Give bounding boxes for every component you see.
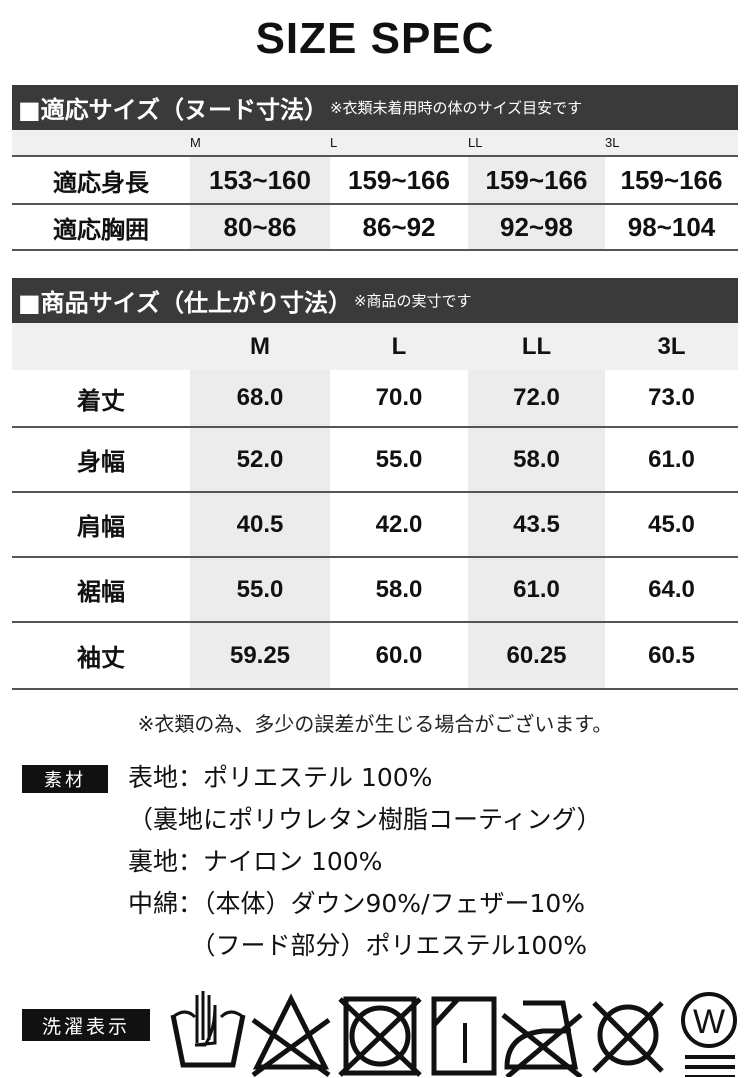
page-title: SIZE SPEC bbox=[255, 14, 495, 63]
table-row: 裾幅 55.0 58.0 61.0 64.0 bbox=[12, 558, 738, 623]
table-cell: 68.0 bbox=[190, 370, 330, 426]
no-dry-clean-icon bbox=[592, 1001, 664, 1073]
table-row: 着丈 68.0 70.0 72.0 73.0 bbox=[12, 370, 738, 428]
size-header-row: M L LL 3L bbox=[12, 323, 738, 370]
table-cell: 86~92 bbox=[362, 211, 436, 242]
size-ll: LL bbox=[468, 135, 483, 150]
table-row: 肩幅 40.5 42.0 43.5 45.0 bbox=[12, 493, 738, 558]
table-row: 身幅 52.0 55.0 58.0 61.0 bbox=[12, 428, 738, 493]
material-line: （フード部分）ポリエステル100% bbox=[128, 931, 587, 960]
product-size-header: ■商品サイズ（仕上がり寸法） ※商品の実寸です bbox=[12, 278, 738, 323]
size-l: L bbox=[330, 135, 338, 150]
line-dry-shade-icon bbox=[431, 996, 497, 1076]
size-3l: 3L bbox=[605, 135, 620, 150]
table-cell: 70.0 bbox=[375, 384, 423, 411]
table-cell: 42.0 bbox=[375, 510, 423, 538]
row-label: 着丈 bbox=[77, 386, 125, 415]
material-line: 表地：ポリエステル 100% bbox=[128, 763, 433, 792]
table-row: 袖丈 59.25 60.0 60.25 60.5 bbox=[12, 623, 738, 690]
table-cell: 80~86 bbox=[190, 205, 330, 249]
no-tumble-dry-icon bbox=[338, 996, 422, 1077]
material-line: 裏地：ナイロン 100% bbox=[128, 847, 383, 876]
wet-clean-very-gentle-icon: W bbox=[681, 992, 737, 1077]
table-cell: 159~166 bbox=[468, 157, 605, 203]
nude-size-header: ■適応サイズ（ヌード寸法） ※衣類未着用時の体のサイズ目安です bbox=[12, 85, 738, 130]
table-cell: 159~166 bbox=[348, 164, 450, 195]
table-cell: 60.5 bbox=[648, 641, 695, 669]
row-label: 適応身長 bbox=[53, 168, 149, 197]
nude-size-table: M L LL 3L 適応身長 153~160 159~166 159~166 159~1… bbox=[12, 130, 738, 251]
size-3l: 3L bbox=[657, 332, 686, 360]
table-cell: 43.5 bbox=[468, 493, 605, 556]
material-list: 表地：ポリエステル 100% （裏地にポリウレタン樹脂コーティング） 裏地：ナイ… bbox=[128, 757, 602, 967]
size-header-row: M L LL 3L bbox=[12, 130, 738, 157]
hand-wash-icon bbox=[170, 991, 246, 1068]
table-cell: 159~166 bbox=[620, 164, 723, 195]
table-row: 適応身長 153~160 159~166 159~166 159~166 bbox=[12, 157, 738, 205]
table-cell: 64.0 bbox=[648, 575, 695, 603]
material-label: 素材 bbox=[22, 765, 108, 793]
table-cell: 61.0 bbox=[648, 445, 695, 473]
material-line: 中綿：（本体）ダウン90%/フェザー10% bbox=[128, 889, 586, 918]
care-icons: W bbox=[170, 991, 737, 1077]
row-label: 袖丈 bbox=[77, 644, 125, 672]
care-label: 洗濯表示 bbox=[22, 1009, 150, 1041]
table-cell: 45.0 bbox=[648, 510, 695, 538]
table-cell: 59.25 bbox=[190, 623, 330, 688]
table-cell: 52.0 bbox=[190, 428, 330, 491]
table-cell: 55.0 bbox=[190, 558, 330, 621]
row-label: 肩幅 bbox=[77, 513, 125, 541]
table-cell: 153~160 bbox=[190, 157, 330, 203]
table-cell: 72.0 bbox=[468, 370, 605, 426]
table-cell: 40.5 bbox=[190, 493, 330, 556]
table-cell: 61.0 bbox=[468, 558, 605, 621]
product-size-table: M L LL 3L 着丈 68.0 70.0 72.0 73.0 身幅 52.0 55.0 58… bbox=[12, 323, 738, 690]
svg-text:W: W bbox=[693, 1003, 725, 1041]
nude-heading: ■適応サイズ（ヌード寸法） bbox=[18, 96, 328, 124]
size-ll: LL bbox=[521, 332, 552, 360]
table-cell: 92~98 bbox=[468, 205, 605, 249]
row-label: 裾幅 bbox=[77, 578, 125, 606]
size-m: M bbox=[190, 135, 201, 150]
table-cell: 98~104 bbox=[627, 211, 716, 242]
product-heading: ■商品サイズ（仕上がり寸法） bbox=[18, 289, 352, 317]
row-label: 身幅 bbox=[77, 448, 125, 476]
table-cell: 60.25 bbox=[468, 623, 605, 688]
table-cell: 58.0 bbox=[375, 575, 423, 603]
table-cell: 73.0 bbox=[648, 384, 695, 411]
product-note: ※商品の実寸です bbox=[353, 292, 472, 310]
row-label: 適応胸囲 bbox=[53, 215, 149, 244]
size-m: M bbox=[250, 332, 270, 360]
error-note: ※衣類の為、多少の誤差が生じる場合がございます。 bbox=[137, 712, 613, 736]
table-cell: 60.0 bbox=[375, 641, 423, 669]
table-cell: 55.0 bbox=[375, 445, 423, 473]
no-iron-icon bbox=[501, 1000, 583, 1077]
material-line: （裏地にポリウレタン樹脂コーティング） bbox=[128, 805, 602, 834]
size-l: L bbox=[391, 332, 407, 360]
table-row: 適応胸囲 80~86 86~92 92~98 98~104 bbox=[12, 205, 738, 251]
nude-note: ※衣類未着用時の体のサイズ目安です bbox=[329, 99, 583, 117]
no-bleach-icon bbox=[251, 993, 331, 1077]
table-cell: 58.0 bbox=[468, 428, 605, 491]
